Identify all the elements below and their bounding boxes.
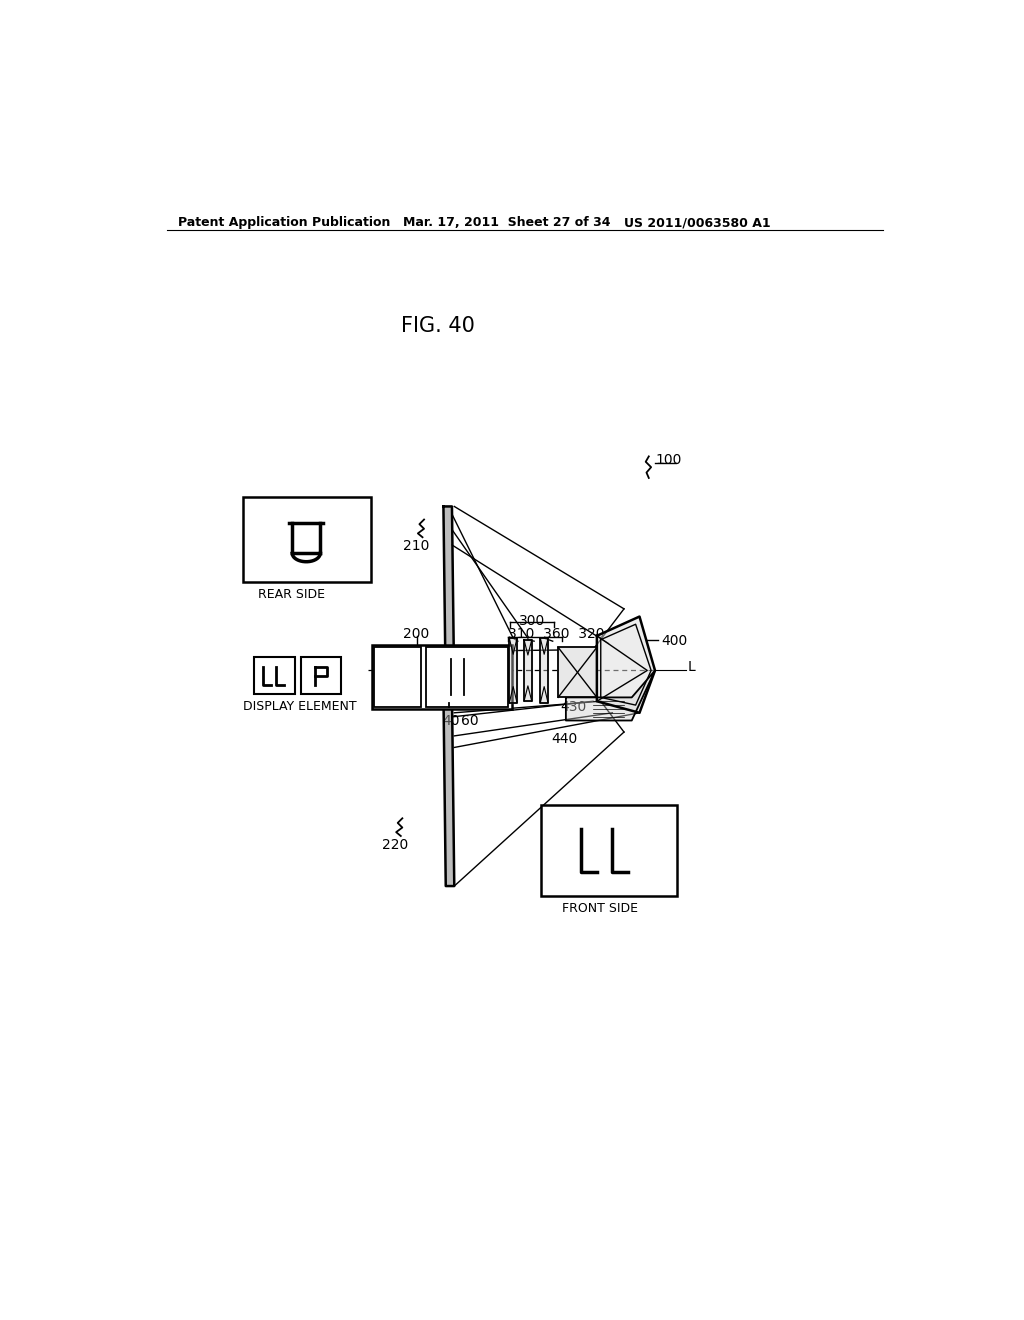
Text: DISPLAY ELEMENT: DISPLAY ELEMENT — [243, 701, 356, 714]
Text: FIG. 40: FIG. 40 — [401, 317, 475, 337]
Text: 300: 300 — [518, 614, 545, 628]
Bar — [541, 805, 677, 896]
Bar — [243, 498, 371, 582]
Text: 100: 100 — [655, 453, 681, 466]
Text: 60: 60 — [461, 714, 479, 729]
Bar — [558, 647, 597, 697]
Polygon shape — [541, 638, 548, 702]
Text: 200: 200 — [403, 627, 429, 640]
Text: Patent Application Publication: Patent Application Publication — [178, 216, 391, 230]
Text: 440: 440 — [551, 733, 578, 746]
Text: REAR SIDE: REAR SIDE — [258, 589, 326, 601]
Bar — [254, 657, 295, 694]
Polygon shape — [597, 616, 655, 713]
Text: Mar. 17, 2011  Sheet 27 of 34: Mar. 17, 2011 Sheet 27 of 34 — [403, 216, 610, 230]
Text: 430: 430 — [560, 700, 587, 714]
Bar — [375, 647, 421, 706]
Text: L: L — [687, 660, 695, 675]
Text: US 2011/0063580 A1: US 2011/0063580 A1 — [624, 216, 771, 230]
Text: 210: 210 — [403, 539, 429, 553]
Bar — [372, 645, 512, 709]
Polygon shape — [524, 640, 531, 701]
Text: 40: 40 — [442, 714, 460, 729]
Bar — [301, 657, 341, 694]
Polygon shape — [443, 693, 455, 886]
Text: FRONT SIDE: FRONT SIDE — [562, 903, 638, 915]
Text: 220: 220 — [382, 837, 409, 851]
Polygon shape — [443, 507, 455, 693]
Polygon shape — [509, 638, 517, 702]
Bar — [426, 647, 508, 706]
Text: 400: 400 — [662, 635, 687, 648]
Text: 310  360  320: 310 360 320 — [508, 627, 604, 640]
Polygon shape — [566, 671, 655, 721]
